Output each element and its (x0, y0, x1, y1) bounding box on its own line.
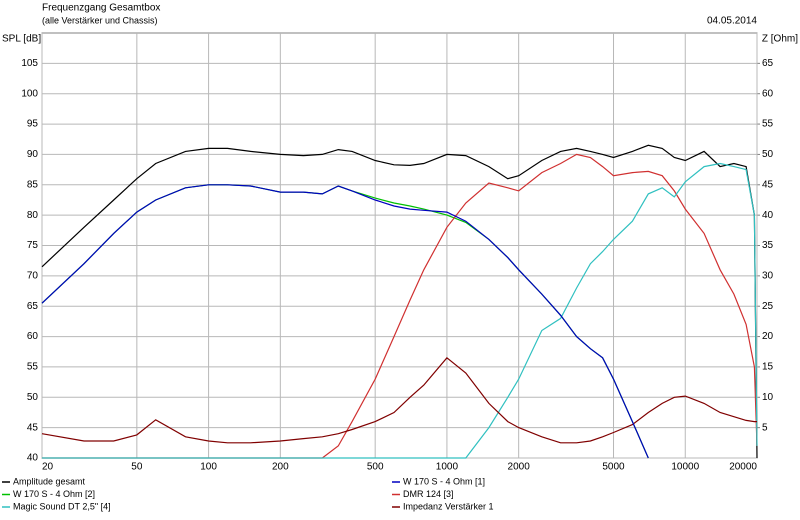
y-tick-label: 80 (27, 210, 39, 221)
y-tick-label: 95 (27, 119, 39, 130)
y2-tick-label: 45 (762, 179, 774, 190)
y-axis-label: SPL [dB] (2, 34, 41, 45)
series-line (42, 162, 758, 459)
x-tick-label: 2000 (508, 462, 531, 473)
y2-axis-label: Z [Ohm] (762, 34, 798, 45)
series-line (41, 184, 649, 459)
y-tick-label: 40 (27, 453, 39, 464)
x-tick-label: 1000 (436, 462, 459, 473)
x-tick-label: 20000 (729, 462, 757, 473)
y-tick-label: 75 (27, 240, 39, 251)
legend-label: W 170 S - 4 Ohm [2] (13, 489, 95, 499)
chart-subtitle: (alle Verstärker und Chassis) (42, 15, 158, 25)
legend-label: Impedanz Verstärker 1 (403, 501, 494, 511)
y-tick-label: 50 (27, 392, 39, 403)
y2-tick-label: 30 (762, 270, 774, 281)
y-tick-label: 90 (27, 149, 39, 160)
x-tick-label: 5000 (602, 462, 625, 473)
x-tick-label: 20 (42, 462, 54, 473)
y2-tick-label: 40 (762, 210, 774, 221)
y-tick-label: 65 (27, 301, 39, 312)
x-tick-label: 100 (200, 462, 217, 473)
y2-tick-label: 10 (762, 392, 774, 403)
y2-tick-label: 65 (762, 58, 774, 69)
x-tick-label: 10000 (671, 462, 699, 473)
y-tick-label: 85 (27, 179, 39, 190)
legend-label: Amplitude gesamt (13, 476, 86, 486)
y2-tick-label: 15 (762, 362, 774, 373)
y2-tick-label: 55 (762, 119, 774, 130)
y2-tick-label: 35 (762, 240, 774, 251)
legend-label: DMR 124 [3] (403, 489, 454, 499)
y-tick-label: 105 (21, 58, 38, 69)
legend-label: Magic Sound DT 2,5" [4] (13, 501, 111, 511)
series-line (41, 144, 758, 459)
x-tick-label: 500 (367, 462, 384, 473)
y-tick-label: 100 (21, 88, 38, 99)
x-tick-label: 200 (272, 462, 289, 473)
x-tick-label: 50 (131, 462, 143, 473)
y-tick-label: 60 (27, 331, 39, 342)
y2-tick-label: 20 (762, 331, 774, 342)
y2-tick-label: 60 (762, 88, 774, 99)
y-tick-label: 70 (27, 270, 39, 281)
legend-label: W 170 S - 4 Ohm [1] (403, 476, 485, 486)
y-tick-label: 45 (27, 422, 39, 433)
series-line (41, 356, 757, 444)
y2-tick-label: 5 (762, 422, 768, 433)
y2-tick-label: 25 (762, 301, 774, 312)
chart-title: Frequenzgang Gesamtbox (42, 3, 160, 14)
y2-tick-label: 50 (762, 149, 774, 160)
y-tick-label: 55 (27, 362, 39, 373)
chart-date: 04.05.2014 (707, 16, 757, 27)
